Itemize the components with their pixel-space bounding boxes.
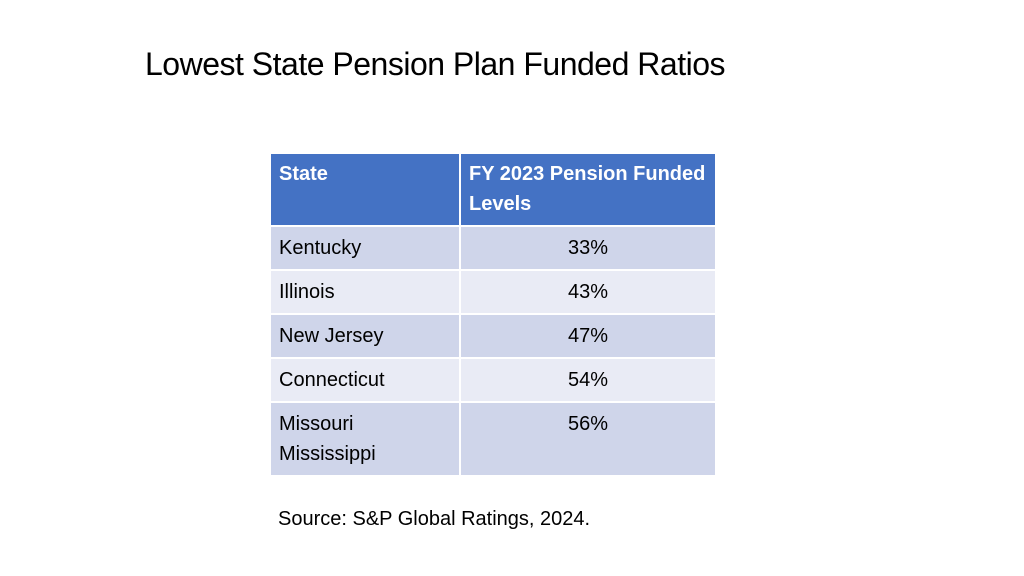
column-header: FY 2023 Pension Funded Levels xyxy=(459,152,717,227)
table-row: New Jersey 47% xyxy=(269,313,717,359)
value-cell: 47% xyxy=(459,313,717,359)
value-cell: 54% xyxy=(459,357,717,403)
state-cell: Missouri Mississippi xyxy=(269,401,461,477)
state-cell: Illinois xyxy=(269,269,461,315)
table-row: Connecticut 54% xyxy=(269,357,717,403)
state-cell: New Jersey xyxy=(269,313,461,359)
source-note: Source: S&P Global Ratings, 2024. xyxy=(278,508,591,530)
slide-title: Lowest State Pension Plan Funded Ratios xyxy=(145,46,725,82)
table: State FY 2023 Pension Funded Levels Kent… xyxy=(269,152,717,477)
value-cell: 43% xyxy=(459,269,717,315)
table-row: Illinois 43% xyxy=(269,269,717,315)
value-cell: 33% xyxy=(459,225,717,271)
state-cell: Connecticut xyxy=(269,357,461,403)
table-row: Missouri Mississippi 56% xyxy=(269,401,717,477)
header-row: State FY 2023 Pension Funded Levels xyxy=(269,152,717,227)
state-line: Mississippi xyxy=(279,443,376,465)
table-row: Kentucky 33% xyxy=(269,225,717,271)
state-line: Missouri xyxy=(279,413,354,435)
state-cell: Kentucky xyxy=(269,225,461,271)
value-cell: 56% xyxy=(459,401,717,477)
column-header: State xyxy=(269,152,461,227)
